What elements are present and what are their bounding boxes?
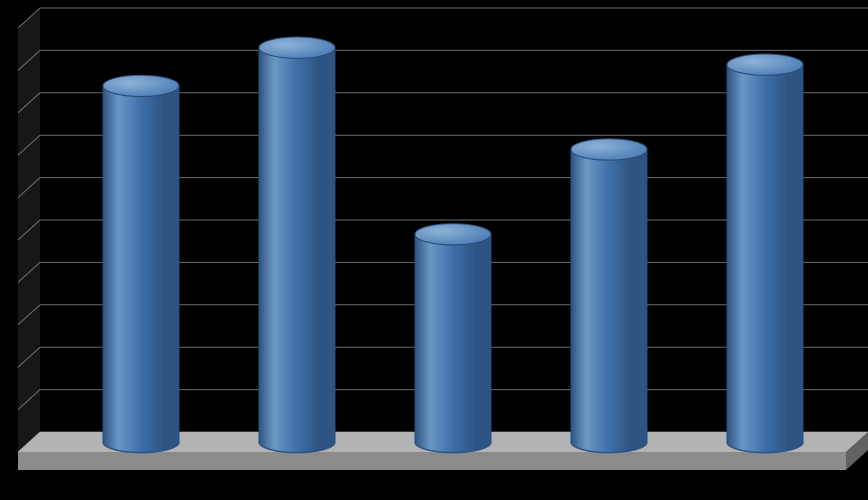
cylinder-bar-chart (0, 0, 868, 500)
bar-E (727, 54, 803, 453)
bar-D (571, 139, 647, 453)
bar-C (415, 224, 491, 453)
bar-B (259, 37, 335, 453)
bar-A (103, 75, 179, 452)
